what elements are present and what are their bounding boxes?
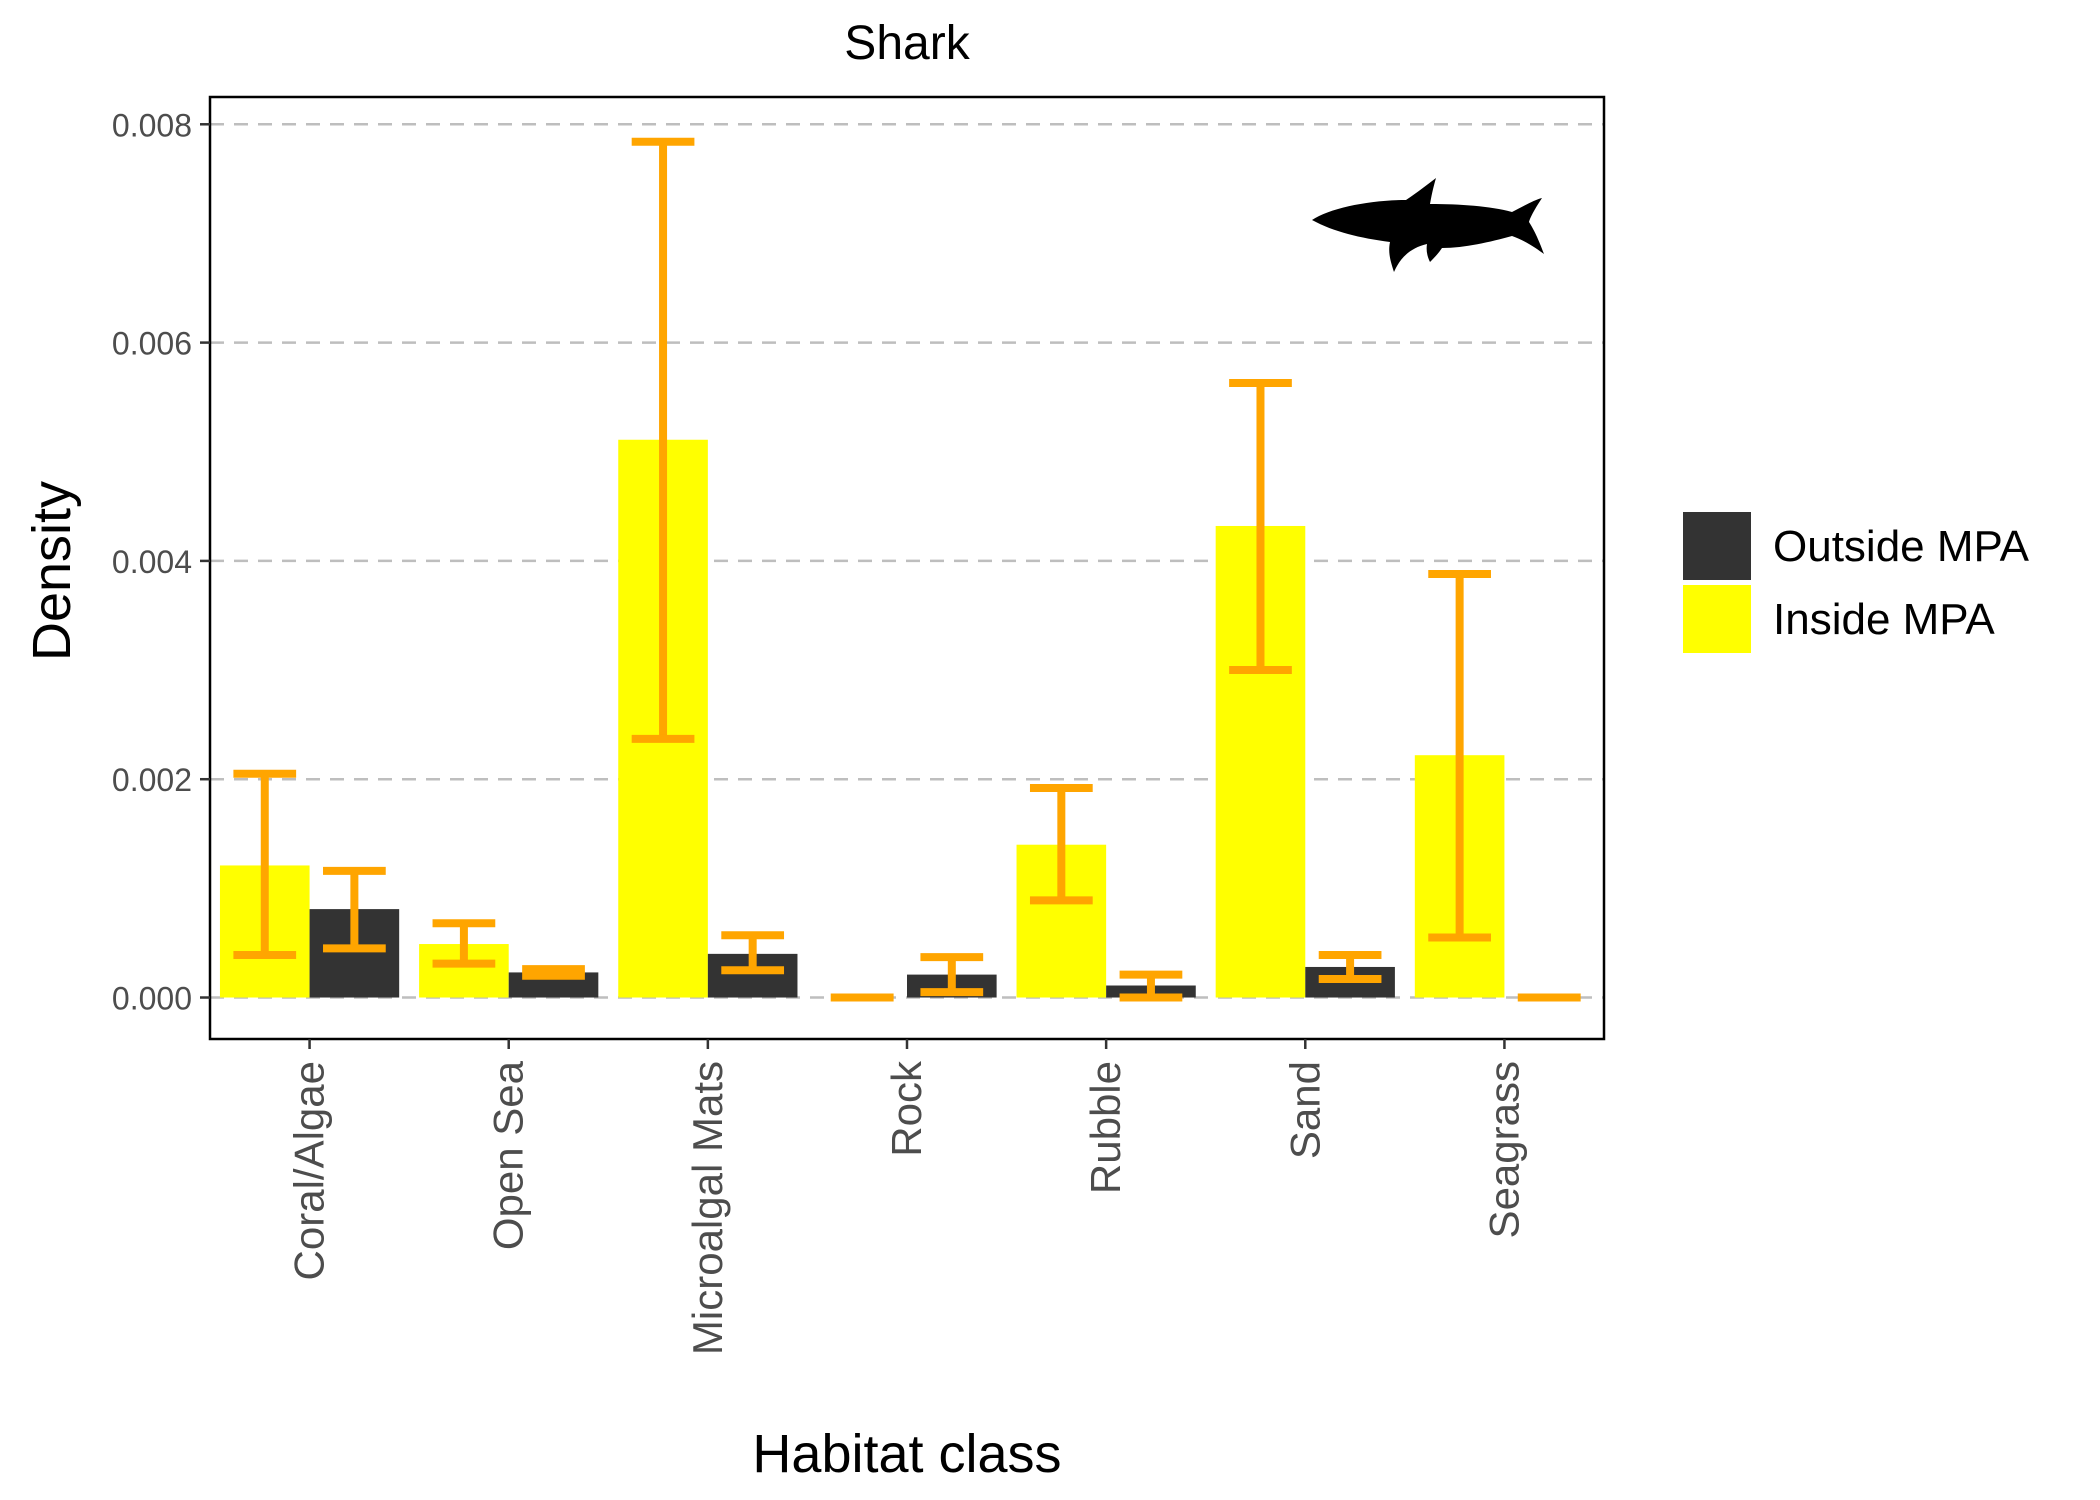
x-tick-label: Coral/Algae [286, 1061, 333, 1280]
y-tick-label: 0.002 [112, 762, 192, 798]
legend: Outside MPA Inside MPA [1683, 512, 2030, 653]
legend-key-inside-mpa [1683, 585, 1751, 653]
legend-key-outside-mpa [1683, 512, 1751, 580]
y-tick-label: 0.000 [112, 981, 192, 1017]
x-axis: Coral/Algae Open Sea Microalgal Mats Rock Ru… [286, 1039, 1527, 1355]
y-axis-label: Density [22, 481, 82, 661]
y-tick-label: 0.006 [112, 326, 192, 362]
y-tick-label: 0.004 [112, 544, 192, 580]
x-tick-label: Seagrass [1480, 1061, 1527, 1238]
x-tick-label: Sand [1281, 1061, 1328, 1159]
legend-label: Outside MPA [1773, 522, 2030, 571]
legend-label: Inside MPA [1773, 595, 1995, 644]
x-tick-label: Open Sea [485, 1060, 532, 1250]
x-tick-label: Microalgal Mats [684, 1061, 731, 1355]
y-axis: 0.000 0.002 0.004 0.006 0.008 [112, 107, 210, 1017]
chart-title: Shark [844, 17, 970, 70]
y-tick-label: 0.008 [112, 107, 192, 143]
error-bars [233, 137, 1581, 1002]
x-tick-label: Rubble [1082, 1061, 1129, 1194]
shark-silhouette-icon [1312, 178, 1544, 272]
x-axis-label: Habitat class [752, 1424, 1061, 1484]
x-tick-label: Rock [883, 1060, 930, 1157]
